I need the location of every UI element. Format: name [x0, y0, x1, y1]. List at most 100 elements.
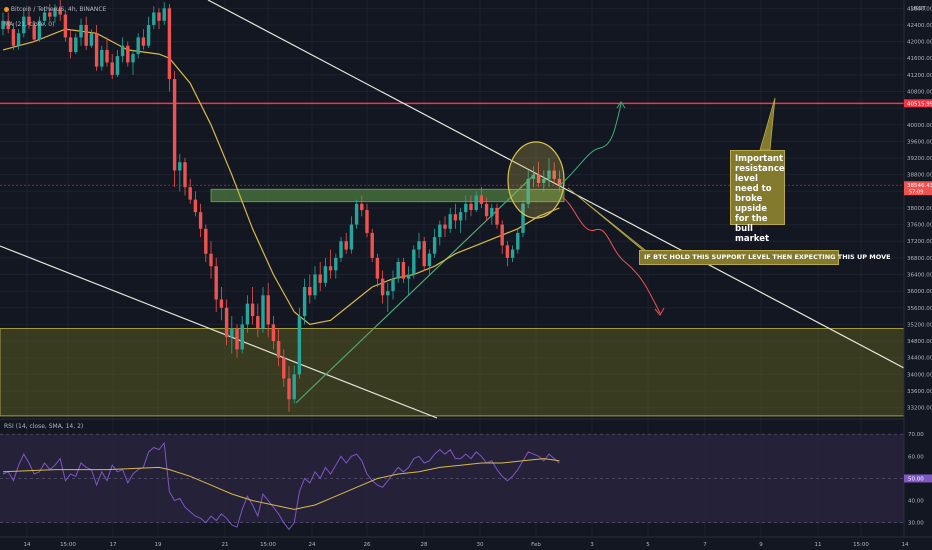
rsi-line: [2, 441, 560, 531]
candle-body: [380, 278, 385, 296]
price-axis-tick-label: 36800.00: [907, 256, 932, 262]
ascending-trendline: [295, 173, 536, 404]
candle-body: [282, 357, 286, 379]
candle-body: [74, 37, 78, 52]
candle-body: [141, 37, 146, 46]
candle-body: [542, 178, 546, 184]
time-axis-label: 19: [155, 542, 162, 548]
candle-body: [120, 45, 125, 57]
rsi-axis-tick-label: 70.00: [908, 432, 924, 438]
countdown-label: 57:09: [909, 190, 923, 196]
price-axis-tick-label: 37200.00: [907, 239, 932, 245]
candle-body: [287, 378, 291, 400]
candle-body: [490, 207, 494, 217]
candle-body: [370, 232, 374, 258]
resistance-price-label: 40515.99: [907, 101, 932, 107]
price-axis-tick-label: 34800.00: [907, 339, 932, 345]
candle-body: [131, 54, 135, 63]
candle-body: [469, 203, 473, 211]
candle-body: [344, 241, 348, 250]
candle-body: [89, 33, 94, 46]
candle-body: [412, 249, 416, 275]
candle-body: [219, 299, 224, 308]
time-axis-label: 30: [477, 542, 484, 548]
current-price-tag: [904, 181, 932, 196]
candle-body: [297, 316, 302, 375]
current-price-label: 38546.43: [907, 183, 932, 189]
candle-body: [365, 210, 369, 233]
price-axis-tick-label: 38800.00: [907, 173, 932, 179]
candle-body: [32, 24, 36, 40]
candle-body: [458, 212, 463, 221]
candle-body: [334, 257, 338, 271]
price-axis-tick-label: 34400.00: [907, 356, 932, 362]
bearish-projection-arrow-icon: [654, 307, 665, 316]
candle-body: [292, 374, 296, 400]
symbol-legend-text: Bitcoin / TetherUS, 4h, BINANCE: [10, 6, 107, 13]
candle-body: [167, 8, 172, 80]
candle-body: [339, 241, 343, 258]
rsi-axis-tick-label: 60.00: [908, 454, 924, 460]
candle-body: [250, 303, 255, 317]
candle-body: [100, 49, 104, 67]
candle-body: [53, 8, 57, 17]
candle-body: [27, 16, 31, 25]
price-axis-tick-label: 35600.00: [907, 306, 932, 312]
candle-body: [152, 12, 156, 25]
candle-body: [349, 224, 354, 250]
candle-body: [479, 195, 484, 204]
candle-body: [42, 12, 47, 21]
candle-body: [256, 316, 260, 329]
price-axis-tick-label: 35200.00: [907, 322, 932, 328]
candle-body: [464, 203, 468, 213]
price-axis-tick-label: 34000.00: [907, 372, 932, 378]
candle-body: [68, 37, 73, 52]
price-axis-tick-label: 38000.00: [907, 206, 932, 212]
candle-body: [443, 224, 447, 229]
symbol-dot-icon: [4, 7, 9, 12]
bearish-projection-path: [561, 196, 661, 314]
candle-body: [224, 307, 229, 337]
price-highlight-circle: [507, 141, 565, 219]
price-axis-tick-label: 36000.00: [907, 289, 932, 295]
candle-body: [354, 203, 359, 225]
price-axis-tick-label: 40000.00: [907, 123, 932, 129]
candle-body: [313, 274, 317, 296]
time-axis-label: 3: [590, 542, 594, 548]
candle-body: [417, 241, 421, 250]
candle-body: [162, 8, 166, 21]
time-axis-label: 5: [646, 542, 650, 548]
resistance-price-tag: [904, 99, 932, 108]
candle-body: [406, 274, 411, 279]
candle-body: [276, 341, 281, 358]
time-axis-label: 17: [110, 542, 117, 548]
rsi-axis-tick-label: 40.00: [908, 499, 924, 505]
candle-body: [146, 24, 151, 46]
candle-body: [16, 33, 21, 46]
price-axis-tick-label: 41200.00: [907, 73, 932, 79]
candle-body: [448, 214, 452, 229]
candle-body: [427, 253, 432, 267]
rsi-legend-text: RSI (14, close, SMA, 14, 2): [4, 423, 84, 430]
rsi-ma-line: [2, 458, 560, 510]
candle-body: [547, 170, 551, 179]
symbol-legend: Bitcoin / TetherUS, 4h, BINANCE: [4, 6, 106, 13]
candle-body: [94, 33, 99, 67]
candle-body: [375, 257, 380, 279]
candle-body: [505, 245, 510, 258]
resistance-note: Important resistance level need to broke…: [730, 150, 785, 244]
candle-body: [178, 162, 182, 171]
candle-body: [126, 45, 130, 63]
candle-body: [209, 253, 213, 267]
time-axis-label: 26: [364, 542, 371, 548]
candle-body: [516, 232, 520, 250]
candle-body: [235, 328, 239, 350]
candle-body: [531, 174, 536, 179]
price-axis-tick-label: 37600.00: [907, 223, 932, 229]
candle-body: [157, 12, 161, 21]
candle-body: [552, 170, 556, 179]
time-axis-label: 11: [815, 542, 822, 548]
time-axis-label: 15:00: [60, 542, 76, 548]
descending-trendline-lower: [0, 245, 438, 419]
